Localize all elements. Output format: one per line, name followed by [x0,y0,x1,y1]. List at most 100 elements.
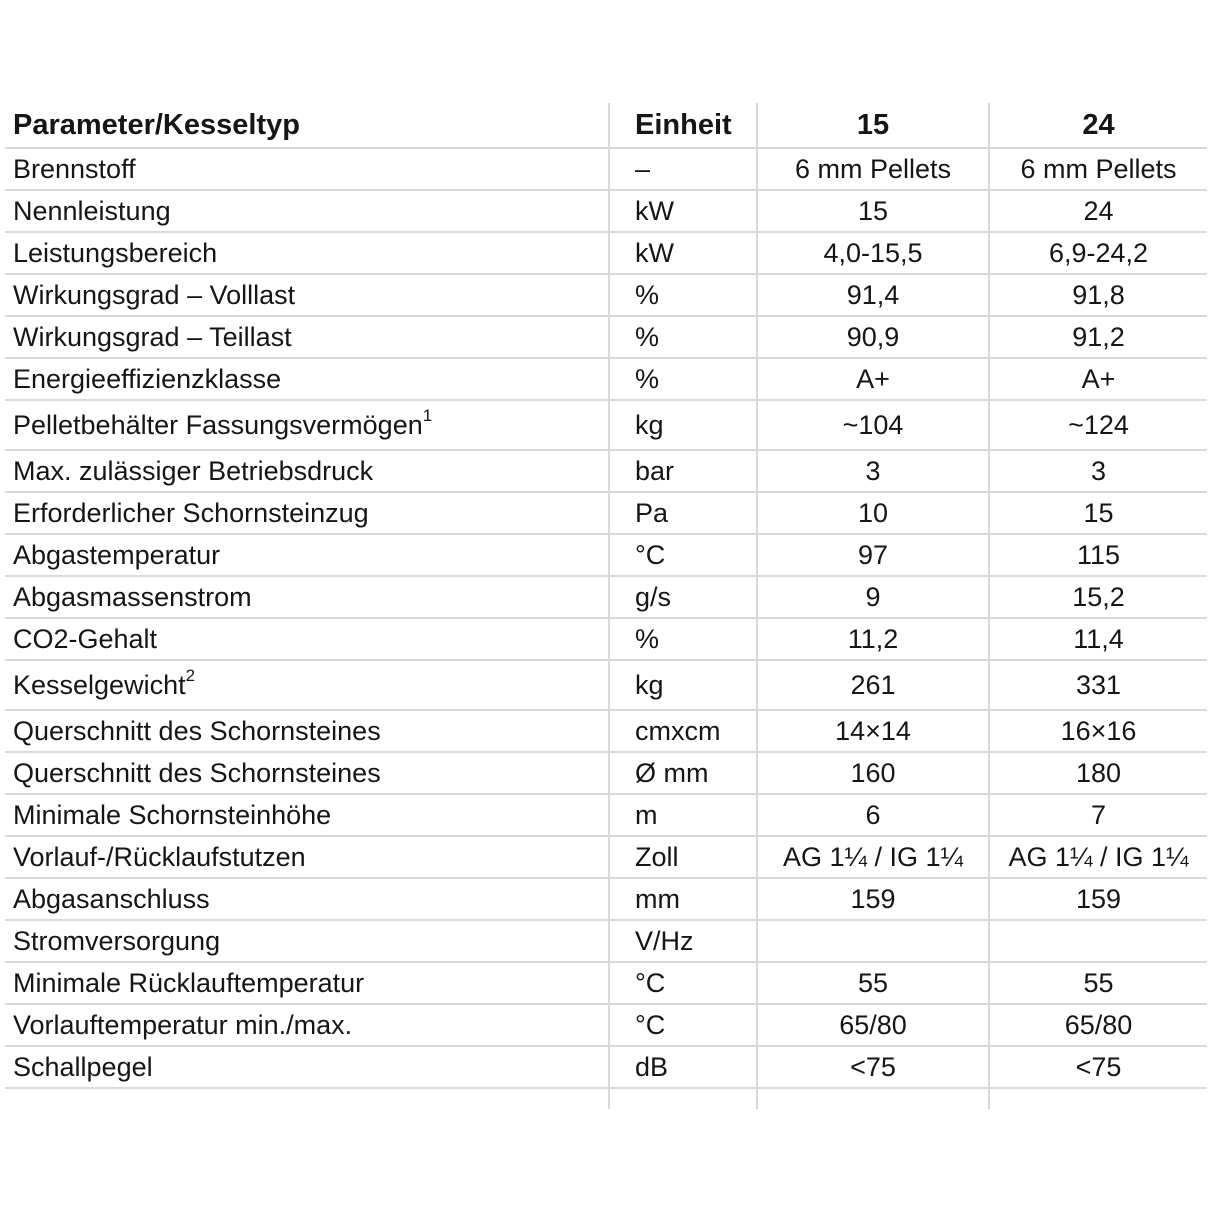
value-cell-15-text: 4,0-15,5 [823,237,923,268]
value-cell-15: 91,4 [756,274,989,317]
parameter-cell: Vorlauf-/Rücklaufstutzen [5,836,609,879]
unit-cell-text: % [635,363,660,394]
header-row: Parameter/Kesseltyp Einheit 15 24 [5,103,1207,149]
table-row: Abgasmassenstrom g/s 9 15,2 [5,576,1207,619]
value-cell-24: 7 [988,794,1207,837]
parameter-cell: Vorlauftemperatur min./max. [5,1004,609,1047]
unit-cell: °C [608,962,757,1005]
unit-cell-text: % [635,279,660,310]
value-cell-15: A+ [756,358,989,401]
parameter-cell-text: Kesselgewicht [13,669,186,700]
parameter-cell: Energieeffizienzklasse [5,358,609,401]
parameter-cell: Erforderlicher Schornsteinzug [5,492,609,535]
value-cell-24: 24 [988,190,1207,233]
table-row: Leistungsbereich kW 4,0-15,5 6,9-24,2 [5,232,1207,275]
value-cell-15: 261 [756,660,989,711]
footnote-marker: 1 [422,405,433,425]
unit-cell: % [608,358,757,401]
value-cell-15-text: 10 [857,497,889,528]
unit-cell: cmxcm [608,710,757,753]
parameter-cell-text: Abgastemperatur [13,539,221,570]
value-cell-24: 16×16 [988,710,1207,753]
value-cell-24: 55 [988,962,1207,1005]
parameter-cell: Abgasmassenstrom [5,576,609,619]
value-cell-24: 3 [988,450,1207,493]
value-cell-24-text: 91,2 [1072,321,1125,352]
table-header: Parameter/Kesseltyp Einheit 15 24 [5,103,1207,149]
unit-cell: Ø mm [608,752,757,795]
table-row: Querschnitt des Schornsteines Ø mm 160 180 [5,752,1207,795]
value-cell-15-text: 97 [857,539,889,570]
unit-cell-text: V/Hz [635,925,694,956]
table-row: Max. zulässiger Betriebsdruck bar 3 3 [5,450,1207,493]
unit-cell: kg [608,400,757,451]
parameter-cell-text: Querschnitt des Schornsteines [13,757,381,788]
parameter-cell-text: CO2-Gehalt [13,623,158,654]
value-cell-24: 65/80 [988,1004,1207,1047]
unit-cell-text: % [635,321,660,352]
table-row: Minimale Rücklauftemperatur °C 55 55 [5,962,1207,1005]
parameter-cell: Wirkungsgrad – Volllast [5,274,609,317]
value-cell-24: 6,9-24,2 [988,232,1207,275]
parameter-cell-text: Nennleistung [13,195,171,226]
parameter-cell-text: Leistungsbereich [13,237,218,268]
parameter-cell-text: Vorlauftemperatur min./max. [13,1009,353,1040]
unit-cell: m [608,794,757,837]
unit-cell-text: – [635,153,651,184]
value-cell-15 [756,920,989,963]
parameter-cell-text: Max. zulässiger Betriebsdruck [13,455,374,486]
trailing-empty-row [5,1088,1207,1109]
value-cell-15: AG 1¼ / IG 1¼ [756,836,989,879]
value-cell-24-text: <75 [1075,1051,1122,1082]
unit-cell: °C [608,1004,757,1047]
value-cell-15-text: 6 [865,799,881,830]
table-row: Abgasanschluss mm 159 159 [5,878,1207,921]
empty-cell [5,1088,609,1109]
value-cell-24-text: 115 [1076,539,1121,570]
parameter-cell: CO2-Gehalt [5,618,609,661]
unit-cell: mm [608,878,757,921]
value-cell-15-text: 91,4 [846,279,900,310]
parameter-cell: Schallpegel [5,1046,609,1089]
value-cell-15: 6 mm Pellets [756,148,989,191]
value-cell-15-text: 55 [857,967,889,998]
value-cell-15: 9 [756,576,989,619]
table-row: Wirkungsgrad – Teillast% 90,9 91,2 [5,316,1207,359]
value-cell-15-text: 15 [857,195,889,226]
value-cell-15: 65/80 [756,1004,989,1047]
parameter-cell-text: Minimale Schornsteinhöhe [13,799,332,830]
value-cell-24-text: 7 [1090,799,1107,830]
unit-cell-text: Ø mm [635,757,709,788]
unit-cell: dB [608,1046,757,1089]
value-cell-24-text: 11,4 [1073,623,1124,654]
value-cell-24: 11,4 [988,618,1207,661]
value-cell-15-text: 159 [850,883,896,914]
unit-cell: kW [608,232,757,275]
value-cell-15: 6 [756,794,989,837]
unit-cell-text: dB [635,1051,669,1082]
unit-cell: Zoll [608,836,757,879]
value-cell-15-text: AG 1¼ / IG 1¼ [782,841,964,872]
value-cell-24-text: ~124 [1068,409,1129,440]
unit-cell: % [608,618,757,661]
trailing-row-group [5,1088,1207,1109]
value-cell-15: 3 [756,450,989,493]
value-cell-24-text: 16×16 [1060,715,1137,746]
value-cell-15: <75 [756,1046,989,1089]
value-cell-15-text: 6 mm Pellets [794,153,952,184]
value-cell-15-text: 11,2 [847,623,899,654]
value-cell-24: 331 [988,660,1207,711]
unit-cell: – [608,148,757,191]
col-header-model-24: 24 [988,103,1207,149]
parameter-cell-text: Minimale Rücklauftemperatur [13,967,365,998]
value-cell-15-text: 65/80 [839,1009,907,1040]
table-row: Brennstoff – 6 mm Pellets 6 mm Pellets [5,148,1207,191]
value-cell-15: 90,9 [756,316,989,359]
value-cell-24: 15,2 [988,576,1207,619]
value-cell-24-text: 15,2 [1072,581,1125,612]
value-cell-15-text: A+ [856,363,890,394]
parameter-cell-text: Brennstoff [13,153,136,184]
boiler-spec-table: Parameter/Kesseltyp Einheit 15 24 Brenns… [5,103,1207,1109]
table-row: Abgastemperatur °C 97 115 [5,534,1207,577]
